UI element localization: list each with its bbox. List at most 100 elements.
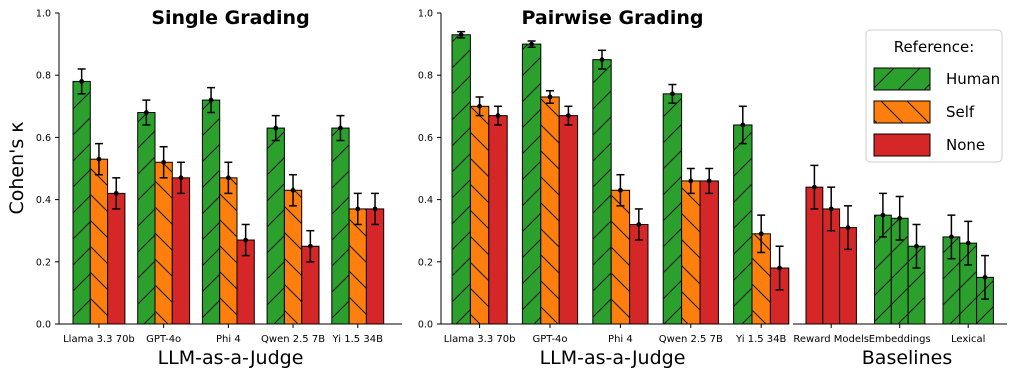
bar-hatch-0-1 xyxy=(90,159,108,324)
legend: Reference: Human Self None xyxy=(865,29,1003,163)
bar-hatch-2-1 xyxy=(611,190,630,324)
panel-3: Reward Models Embeddings Lexical Baselines xyxy=(793,164,1007,369)
mean-point xyxy=(965,240,971,246)
y-tick-label: 0.4 xyxy=(418,195,433,206)
bar-none-1-2 xyxy=(558,115,579,325)
x-axis-label: LLM-as-a-Judge xyxy=(158,347,304,369)
x-tick-label: Embeddings xyxy=(869,334,931,345)
mean-point xyxy=(273,125,279,131)
x-tick-label: GPT-4o xyxy=(532,334,567,345)
mean-point xyxy=(225,175,231,181)
mean-point xyxy=(143,110,149,115)
mean-point xyxy=(914,243,919,249)
legend-label-none: None xyxy=(946,136,985,154)
mean-point xyxy=(828,206,834,212)
mean-point xyxy=(355,206,361,212)
bar-hatch-0-0 xyxy=(73,81,91,324)
bar-hatch-3-0 xyxy=(267,128,285,324)
bar-hatch-3-0 xyxy=(663,93,682,324)
legend-box xyxy=(865,29,1003,163)
y-axis-label: Cohen's κ xyxy=(6,121,28,214)
legend-swatch-hatch xyxy=(874,101,930,123)
bar-none-3-2 xyxy=(699,180,719,325)
mean-point xyxy=(740,122,746,128)
bar-none-4-2 xyxy=(365,208,385,325)
panel-2: 0.0 0.2 0.4 0.6 0.8 1.0 Llama 3.3 70b GPT-4o Phi… xyxy=(418,7,790,369)
x-tick-label: Llama 3.3 70b xyxy=(63,334,135,345)
mean-point xyxy=(636,222,642,227)
bar-hatch-3-1 xyxy=(681,180,700,324)
mean-point xyxy=(243,237,249,243)
bar-hatch-0-0 xyxy=(452,34,471,325)
x-tick-label: Lexical xyxy=(951,334,985,345)
bar-hatch-2-0 xyxy=(202,100,220,324)
bar-hatch-1-1 xyxy=(540,96,560,324)
mean-point xyxy=(290,187,296,193)
bar-hatch-2-0 xyxy=(592,59,612,325)
bar-none-0-2 xyxy=(107,192,126,325)
y-tick-label: 0.6 xyxy=(36,133,51,144)
y-tick-label: 0.6 xyxy=(418,133,433,144)
mean-point xyxy=(458,32,464,38)
legend-title: Reference: xyxy=(894,38,975,56)
legend-swatch-none xyxy=(873,133,931,157)
panel-1: 0.0 0.2 0.4 0.6 0.8 1.0 Llama 3.3 70b GPT-4o Phi… xyxy=(36,7,402,369)
mean-point xyxy=(566,113,571,119)
bar-hatch-4-1 xyxy=(752,233,771,324)
mean-point xyxy=(307,243,313,249)
bar-hatch-0-1 xyxy=(470,106,489,324)
panel-title: Single Grading xyxy=(151,7,309,29)
bar-hatch-2-1 xyxy=(219,177,237,324)
x-tick-label: Yi 1.5 34B xyxy=(735,334,787,345)
bar-none-0-2 xyxy=(488,115,508,325)
mean-point xyxy=(372,206,378,212)
y-tick-label: 0.2 xyxy=(418,257,433,268)
mean-point xyxy=(529,41,534,47)
bar-hatch-4-1 xyxy=(349,208,367,324)
mean-point xyxy=(96,156,102,162)
bar-hatch-1-0 xyxy=(137,112,155,325)
bar-hatch-1-0 xyxy=(522,44,541,324)
y-tick-label: 0.2 xyxy=(36,257,51,268)
mean-point xyxy=(812,184,817,190)
x-tick-label: Phi 4 xyxy=(608,334,633,345)
mean-point xyxy=(982,274,988,280)
bar-hatch-2-2 xyxy=(976,277,994,324)
y-tick-label: 1.0 xyxy=(36,9,51,20)
y-tick-label: 0.0 xyxy=(36,320,51,331)
x-tick-label: Reward Models xyxy=(793,334,869,345)
x-axis-label: Baselines xyxy=(862,347,952,369)
mean-point xyxy=(79,79,85,84)
mean-point xyxy=(618,187,623,193)
x-tick-label: Qwen 2.5 7B xyxy=(659,334,723,345)
mean-point xyxy=(547,94,553,100)
bar-hatch-3-1 xyxy=(284,190,302,324)
bar-hatch-2-1 xyxy=(959,243,977,324)
bar-none-1-2 xyxy=(171,177,191,325)
mean-point xyxy=(670,91,675,97)
mean-point xyxy=(845,225,851,230)
mean-point xyxy=(897,215,903,221)
legend-label-self: Self xyxy=(946,103,975,121)
x-tick-label: Phi 4 xyxy=(216,334,241,345)
mean-point xyxy=(161,159,167,165)
bar-hatch-1-1 xyxy=(891,218,909,324)
mean-point xyxy=(208,97,214,103)
mean-point xyxy=(178,175,184,181)
legend-label-human: Human xyxy=(946,70,1000,88)
mean-point xyxy=(688,178,694,184)
bar-hatch-1-2 xyxy=(908,246,925,324)
x-tick-label: GPT-4o xyxy=(146,334,181,345)
mean-point xyxy=(599,57,605,63)
mean-point xyxy=(880,212,886,218)
bar-hatch-1-1 xyxy=(155,162,173,324)
x-axis-label: LLM-as-a-Judge xyxy=(540,347,686,369)
mean-point xyxy=(706,178,712,184)
x-tick-label: Qwen 2.5 7B xyxy=(261,334,325,345)
panel-title: Pairwise Grading xyxy=(521,7,703,29)
mean-point xyxy=(777,265,782,271)
y-tick-label: 1.0 xyxy=(418,9,433,20)
mean-point xyxy=(113,190,119,196)
y-tick-label: 0.4 xyxy=(36,195,51,206)
